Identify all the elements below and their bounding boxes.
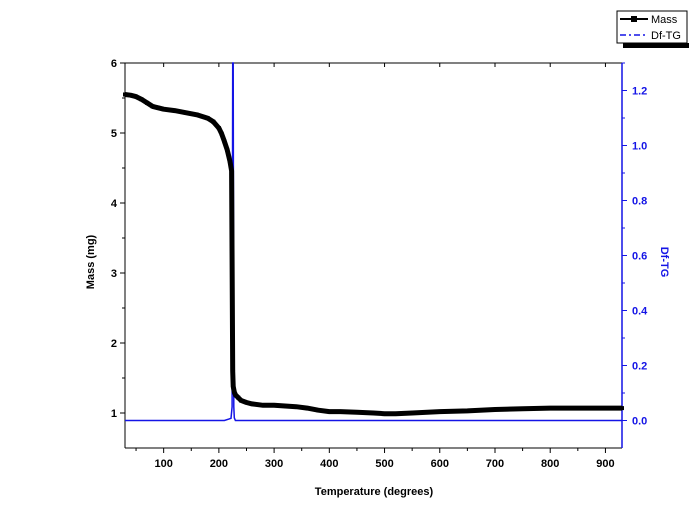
y-right-tick-label: 0.0 — [632, 416, 647, 428]
mass-data-point — [272, 403, 277, 408]
y-left-tick-label: 6 — [111, 58, 117, 70]
x-tick-label: 400 — [320, 458, 338, 470]
mass-data-point — [371, 411, 376, 415]
mass-data-point — [261, 403, 266, 408]
mass-data-point — [465, 408, 470, 413]
mass-data-point — [250, 401, 255, 406]
labels-group: 100 200 300 400 500 600 700 800 900 1 2 3 4 5 6 0.0 0.2 0… — [85, 58, 670, 498]
mass-data-point — [603, 406, 608, 411]
y-right-tick-label: 0.8 — [632, 196, 647, 208]
y-left-tick-label: 5 — [111, 128, 117, 140]
mass-data-point — [205, 116, 210, 121]
mass-data-point — [216, 126, 221, 131]
y-right-tick-label: 0.4 — [632, 306, 648, 318]
y-right-tick-label: 0.2 — [632, 361, 647, 373]
mass-data-point — [338, 409, 343, 414]
mass-data-point — [232, 390, 237, 394]
mass-data-point — [231, 384, 236, 389]
mass-data-point — [227, 159, 232, 163]
mass-series-line — [124, 92, 622, 417]
mass-data-point — [123, 92, 127, 97]
y-left-tick-label: 2 — [111, 338, 117, 350]
legend-shadow-bar — [623, 43, 689, 48]
x-tick-label: 300 — [265, 458, 283, 470]
mass-data-point — [548, 406, 553, 411]
mass-data-point — [620, 406, 624, 411]
legend: Mass Df-TG — [616, 10, 689, 48]
y-right-tick-label: 0.6 — [632, 251, 647, 263]
y-right-tick-label: 1.2 — [632, 86, 647, 98]
x-tick-label: 500 — [375, 458, 393, 470]
x-axis-title: Temperature (degrees) — [315, 486, 434, 498]
mass-data-point — [236, 395, 241, 400]
mass-data-point — [382, 411, 387, 416]
mass-data-point — [393, 411, 398, 416]
mass-data-point — [575, 406, 580, 411]
x-tick-label: 200 — [210, 458, 228, 470]
x-tick-label: 100 — [154, 458, 172, 470]
mass-data-point — [294, 404, 299, 409]
mass-data-point — [139, 97, 144, 102]
mass-data-point — [229, 168, 234, 173]
x-tick-label: 600 — [431, 458, 449, 470]
mass-data-point — [238, 398, 243, 403]
mass-data-point — [156, 105, 161, 110]
mass-data-point — [283, 404, 288, 408]
mass-data-point — [219, 131, 224, 136]
axes-group — [120, 62, 627, 453]
mass-data-point — [134, 94, 139, 99]
mass-data-point — [211, 119, 216, 124]
mass-data-point — [183, 110, 188, 115]
y-left-axis-title: Mass (mg) — [85, 234, 97, 289]
x-tick-label: 800 — [541, 458, 559, 470]
legend-mass-label: Mass — [651, 14, 678, 26]
y-right-tick-label: 1.0 — [632, 141, 647, 153]
y-left-tick-label: 3 — [111, 268, 117, 280]
x-tick-label: 700 — [486, 458, 504, 470]
plot-area — [123, 62, 624, 422]
mass-data-point — [437, 409, 442, 414]
mass-data-point — [354, 410, 359, 415]
y-left-tick-label: 1 — [111, 408, 117, 420]
mass-data-point — [222, 139, 227, 144]
legend-mass-marker — [631, 16, 637, 22]
mass-data-point — [520, 406, 525, 411]
mass-data-point — [316, 408, 321, 413]
mass-data-point — [172, 108, 177, 113]
mass-data-point — [225, 147, 230, 152]
legend-box — [616, 10, 688, 44]
mass-data-point — [492, 407, 497, 412]
y-right-axis-title: Df-TG — [658, 247, 670, 278]
mass-data-point — [410, 411, 415, 415]
mass-data-point — [327, 409, 332, 414]
y-left-tick-label: 4 — [111, 198, 118, 210]
mass-data-point — [230, 369, 235, 373]
mass-data-point — [233, 392, 238, 397]
mass-data-point — [150, 104, 155, 109]
x-tick-label: 900 — [596, 458, 614, 470]
dftg-series-line — [125, 62, 622, 422]
mass-data-point — [305, 406, 310, 411]
mass-data-point — [244, 400, 249, 405]
mass-data-point — [161, 107, 166, 112]
mass-data-point — [145, 100, 150, 105]
mass-data-point — [194, 112, 199, 117]
legend-dftg-label: Df-TG — [651, 30, 681, 42]
mass-data-point — [128, 93, 133, 98]
